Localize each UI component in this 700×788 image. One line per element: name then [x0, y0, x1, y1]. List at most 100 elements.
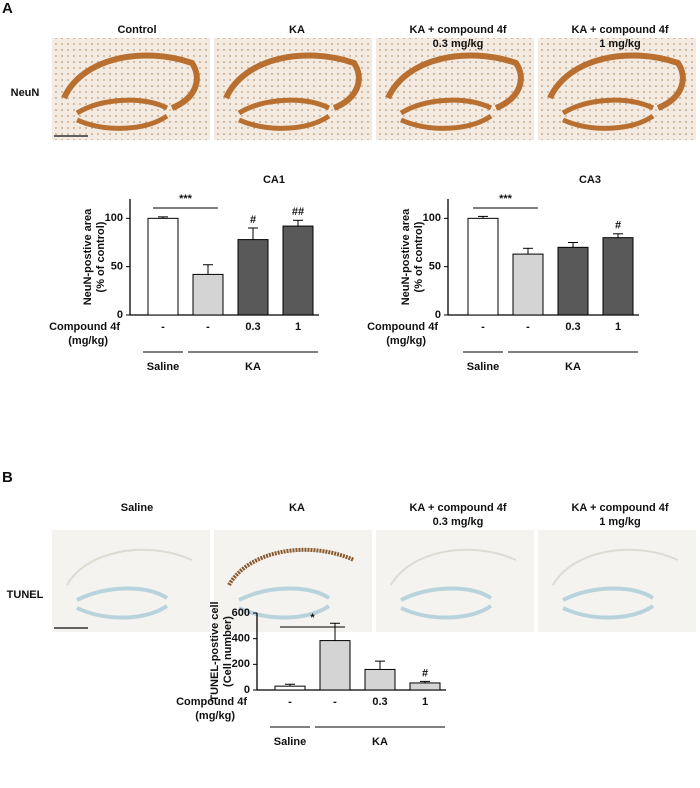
dg-layer: [76, 586, 169, 620]
column-header: Saline: [121, 502, 153, 514]
y-axis-label: NeuN-postive area: [400, 208, 412, 305]
group-label: Saline: [467, 361, 499, 373]
dg-layer: [75, 97, 169, 131]
y-tick-label: 100: [423, 212, 441, 224]
column-header: 0.3 mg/kg: [433, 516, 484, 528]
ca-layer: [223, 52, 362, 111]
image-bg: [538, 530, 696, 632]
y-axis-label: TUNEL-postive cell: [209, 601, 221, 701]
row-label: (mg/kg): [195, 710, 235, 722]
y-axis-label: NeuN-postive area: [82, 208, 94, 305]
bar: [602, 237, 634, 316]
chart-title: CA1: [263, 174, 285, 186]
neun-images: [52, 38, 696, 140]
y-tick-label: 50: [111, 261, 123, 273]
bar: [467, 217, 499, 316]
x-tick-label: 0.3: [372, 696, 387, 708]
bar: [557, 246, 589, 316]
column-header: Control: [117, 24, 156, 36]
chart-title: CA3: [579, 174, 601, 186]
bar: [319, 640, 351, 691]
y-tick-label: 0: [244, 684, 250, 696]
bar: [237, 239, 269, 316]
column-header: KA: [289, 24, 305, 36]
dg-layer: [237, 97, 331, 131]
row-label: (mg/kg): [386, 335, 426, 347]
x-tick-label: 0.3: [565, 321, 580, 333]
group-label: Saline: [147, 361, 179, 373]
y-tick-label: 50: [429, 261, 441, 273]
column-header: KA + compound 4f: [409, 502, 506, 514]
group-label: KA: [565, 361, 581, 373]
bar: [512, 253, 544, 316]
column-header: KA: [289, 502, 305, 514]
y-tick-label: 400: [232, 633, 250, 645]
bar: [192, 273, 224, 316]
significance: #: [250, 214, 256, 226]
comparison-label: ***: [179, 193, 193, 205]
group-label: KA: [245, 361, 261, 373]
dg-layer: [561, 97, 655, 131]
y-axis-label: (% of control): [95, 221, 107, 292]
bar: [364, 668, 396, 691]
comparison-label: ***: [499, 193, 513, 205]
bar: [409, 682, 441, 691]
row-label: NeuN: [11, 87, 40, 99]
x-tick-label: 1: [422, 696, 428, 708]
significance: ##: [292, 206, 304, 218]
ca-layer: [61, 52, 200, 111]
ca-layer: [227, 547, 355, 587]
dg-layer: [400, 586, 493, 620]
row-label: Compound 4f: [49, 321, 120, 333]
y-tick-label: 600: [232, 607, 250, 619]
ca-layer: [385, 52, 524, 111]
ca-layer: [66, 548, 193, 586]
ca-layer: [390, 548, 517, 586]
column-header: KA + compound 4f: [571, 24, 668, 36]
image-bg: [376, 530, 534, 632]
group-label: KA: [372, 736, 388, 748]
significance: #: [615, 220, 621, 232]
image-bg: [214, 530, 372, 632]
dg-layer: [562, 586, 655, 620]
row-label: Compound 4f: [176, 696, 247, 708]
image-bg: [52, 530, 210, 632]
y-tick-label: 0: [435, 309, 441, 321]
dg-layer: [399, 97, 493, 131]
x-tick-label: -: [206, 321, 210, 333]
y-tick-label: 200: [232, 658, 250, 670]
significance: #: [422, 667, 428, 679]
column-header: 1 mg/kg: [599, 516, 641, 528]
y-axis-label: (Cell number): [222, 616, 234, 687]
bar: [274, 685, 306, 691]
x-tick-label: 1: [615, 321, 621, 333]
dg-layer: [238, 586, 331, 620]
bar: [147, 217, 179, 316]
panel-label: B: [2, 469, 13, 486]
tunel-images: [52, 530, 696, 632]
x-tick-label: 1: [295, 321, 301, 333]
panel-label: A: [2, 0, 13, 17]
y-tick-label: 100: [105, 212, 123, 224]
row-label: (mg/kg): [68, 335, 108, 347]
x-tick-label: -: [333, 696, 337, 708]
column-header: 0.3 mg/kg: [433, 38, 484, 50]
x-tick-label: -: [526, 321, 530, 333]
column-header: KA + compound 4f: [409, 24, 506, 36]
comparison-label: *: [310, 612, 315, 624]
row-label: Compound 4f: [367, 321, 438, 333]
ca-layer: [547, 52, 686, 111]
group-label: Saline: [274, 736, 306, 748]
x-tick-label: 0.3: [245, 321, 260, 333]
bar: [282, 225, 314, 316]
column-header: KA + compound 4f: [571, 502, 668, 514]
column-header: 1 mg/kg: [599, 38, 641, 50]
row-label: TUNEL: [7, 589, 44, 601]
x-tick-label: -: [161, 321, 165, 333]
y-axis-label: (% of control): [413, 221, 425, 292]
x-tick-label: -: [288, 696, 292, 708]
x-tick-label: -: [481, 321, 485, 333]
y-tick-label: 0: [117, 309, 123, 321]
ca-layer: [552, 548, 679, 586]
